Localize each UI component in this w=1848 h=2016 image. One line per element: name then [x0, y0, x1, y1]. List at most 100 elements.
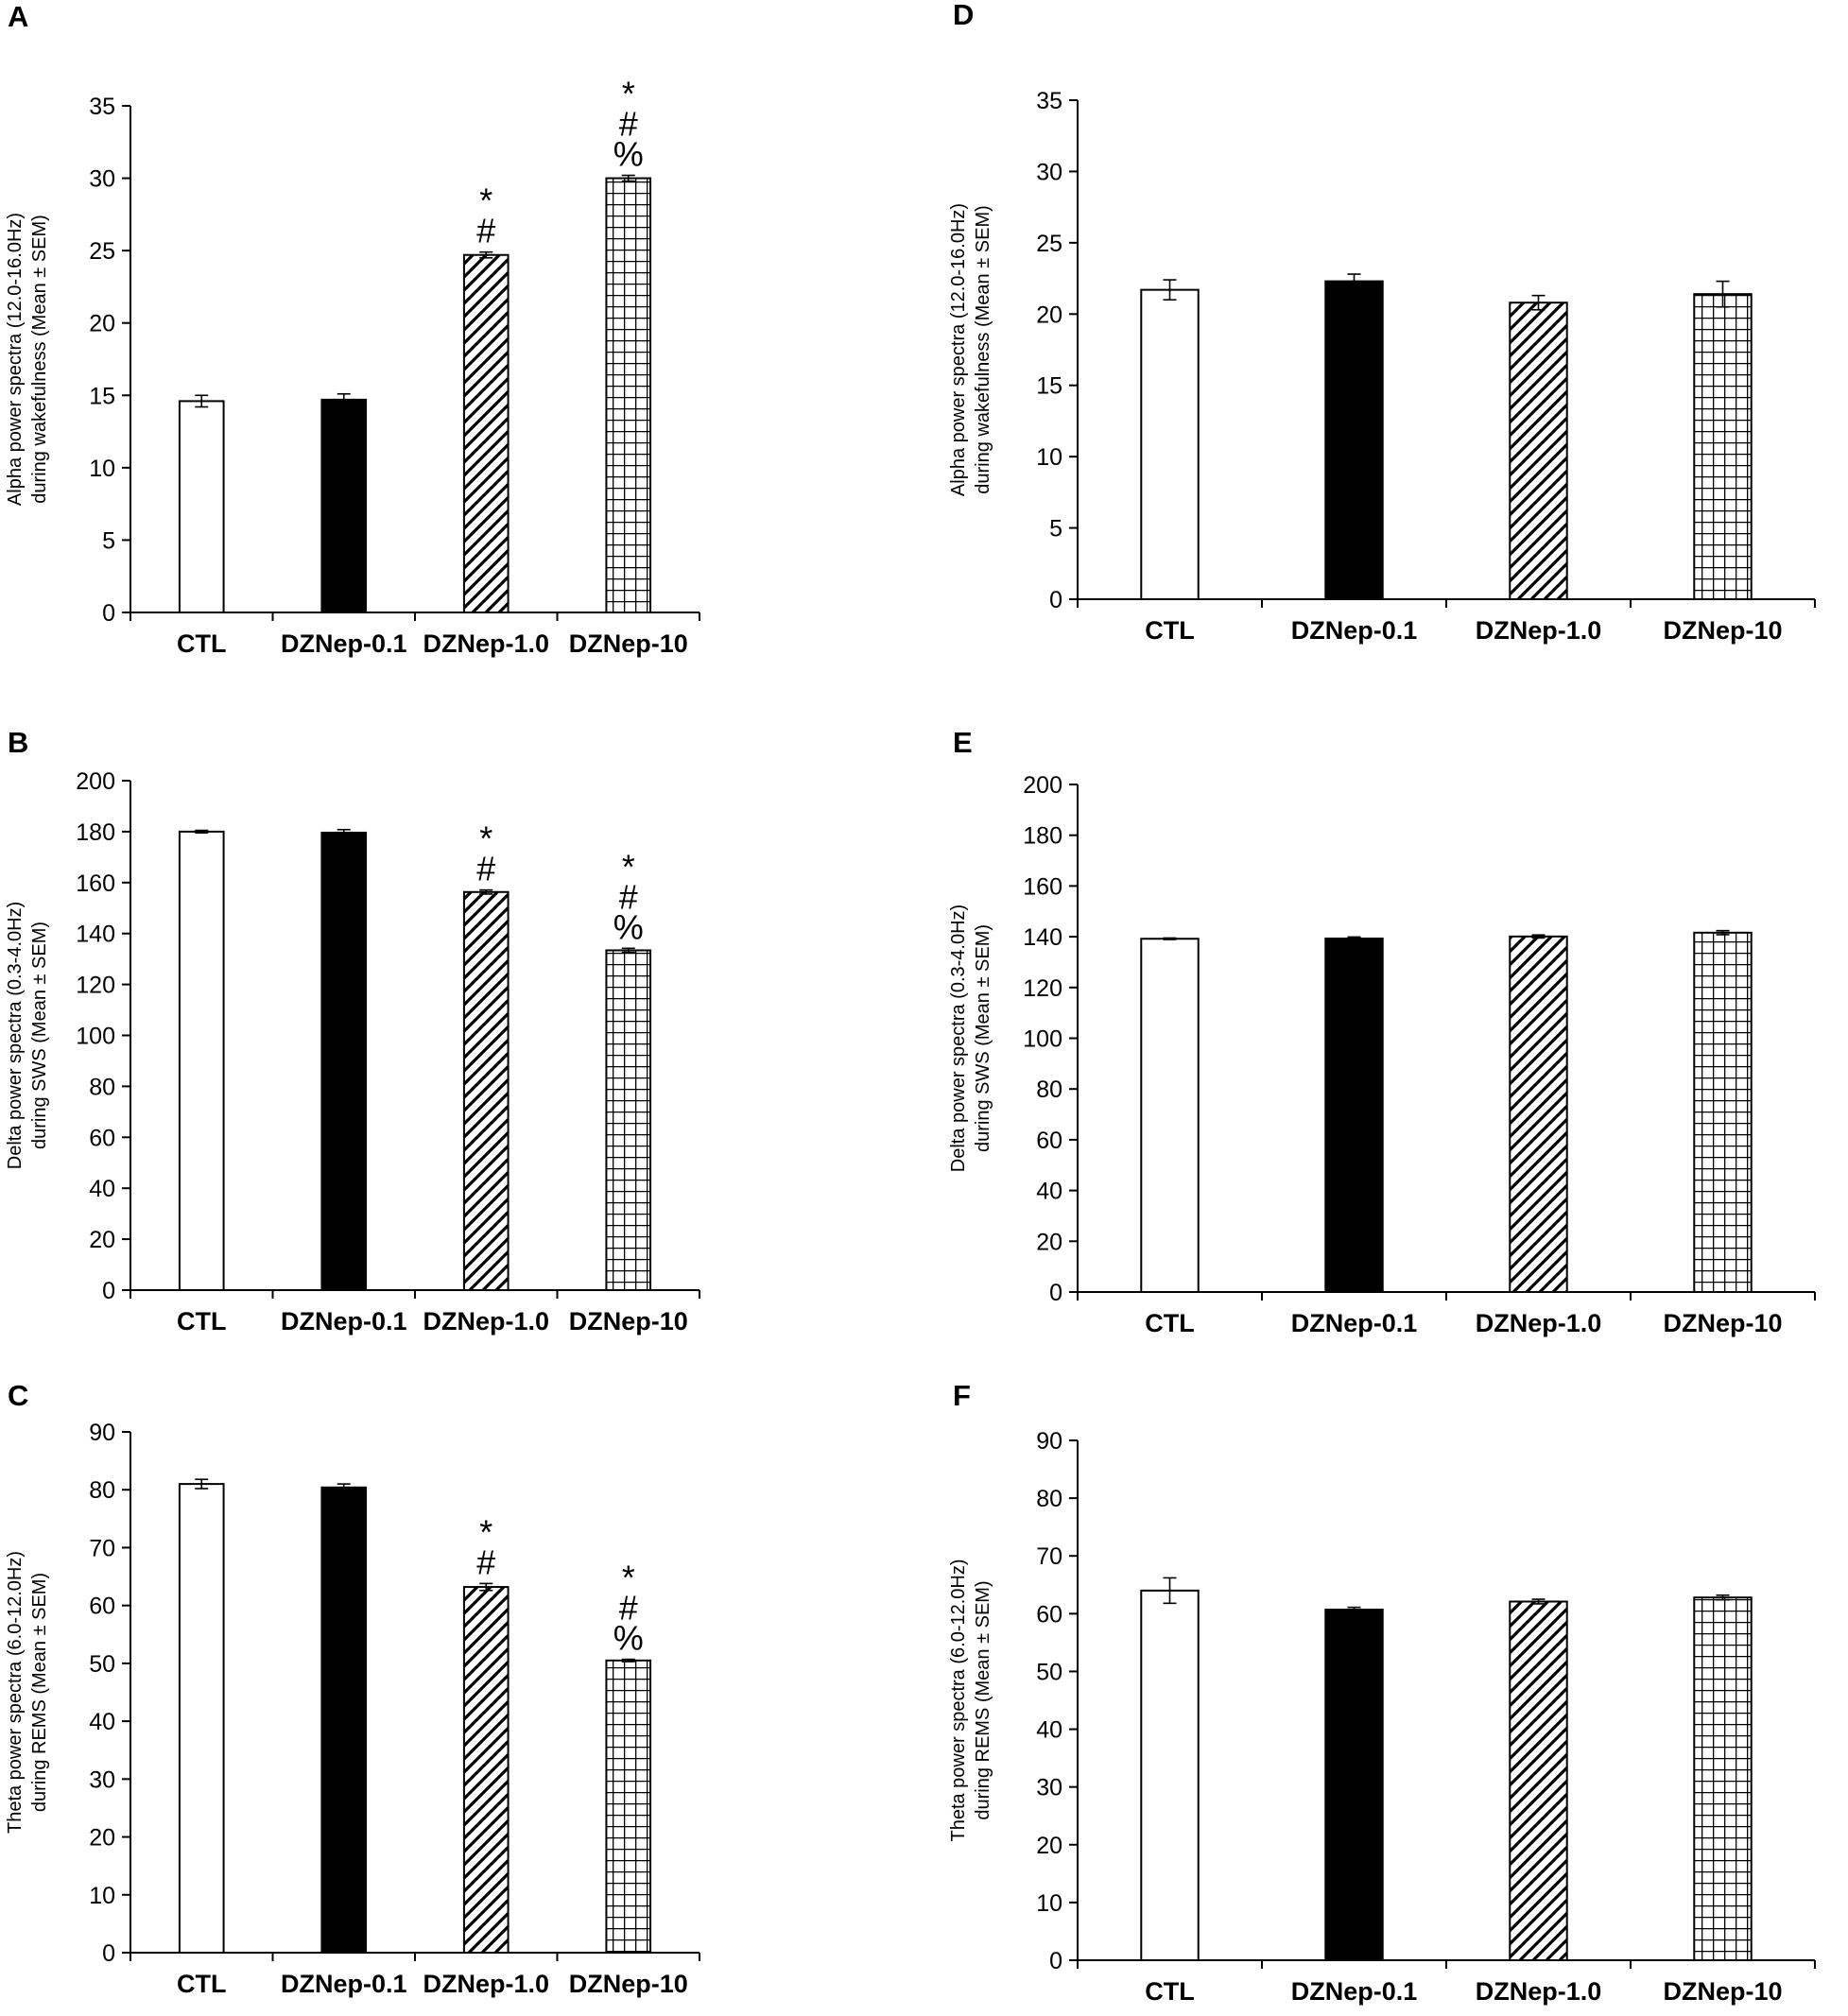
error-bar — [1531, 1598, 1546, 1605]
y-tick-label: 20 — [1036, 1229, 1062, 1255]
significance-mark: * — [479, 819, 492, 858]
bar-dznep-10 — [605, 1659, 652, 1954]
y-tick-label: 120 — [1023, 975, 1062, 1002]
significance-mark: * — [622, 847, 635, 886]
y-tick-label: 90 — [1036, 1428, 1062, 1455]
y-tick-label: 40 — [89, 1709, 115, 1735]
panel-letter: A — [8, 0, 28, 33]
error-bar — [1163, 279, 1177, 302]
error-bar — [195, 829, 209, 835]
y-tick-label: 50 — [89, 1651, 115, 1678]
bar-ctl — [178, 400, 225, 614]
panel-a: A Alpha power spectra (12.0-16.0Hz) during… — [5, 0, 700, 658]
y-tick-label: 30 — [89, 166, 115, 193]
y-axis-label: Theta power spectra (6.0-12.0Hz) — [5, 1551, 26, 1834]
y-tick-label: 80 — [89, 1074, 115, 1100]
y-tick-label: 60 — [89, 1594, 115, 1620]
significance-mark: # — [619, 105, 638, 144]
y-tick-label: 15 — [89, 383, 115, 409]
y-axis-label: Alpha power spectra (12.0-16.0Hz) — [948, 203, 969, 496]
x-category-label: DZNep-0.1 — [281, 1307, 407, 1335]
y-tick-label: 90 — [89, 1420, 115, 1446]
error-bar — [1716, 929, 1730, 936]
y-tick-label: 60 — [89, 1125, 115, 1151]
y-tick-label: 70 — [89, 1535, 115, 1561]
error-bar — [621, 1658, 635, 1663]
x-category-label: DZNep-10 — [569, 629, 688, 658]
x-category-label: DZNep-10 — [1663, 616, 1782, 645]
y-axis-label: during wakefulness (Mean ± SEM) — [973, 205, 993, 494]
significance-mark: % — [613, 135, 644, 174]
y-tick-label: 180 — [76, 819, 115, 846]
bar-dznep-0-1 — [1324, 937, 1384, 1293]
y-axis-label: Delta power spectra (0.3-4.0Hz) — [5, 902, 26, 1169]
y-axis-label: during REMS (Mean ± SEM) — [973, 1580, 993, 1819]
y-tick-label: 140 — [76, 922, 115, 948]
x-category-label: DZNep-1.0 — [423, 629, 549, 658]
error-bar — [1163, 937, 1177, 940]
error-bar — [479, 888, 493, 895]
y-tick-label: 100 — [1023, 1026, 1062, 1053]
y-axis-label: Theta power spectra (6.0-12.0Hz) — [948, 1559, 969, 1841]
y-tick-label: 60 — [1036, 1601, 1062, 1628]
bar-dznep-0-1 — [1324, 1609, 1384, 1961]
bar-dznep-1-0 — [462, 253, 509, 613]
bar-dznep-10 — [1693, 293, 1753, 600]
y-tick-label: 40 — [1036, 1717, 1062, 1744]
y-tick-label: 20 — [89, 1825, 115, 1852]
significance-mark: # — [619, 877, 638, 916]
y-tick-label: 20 — [1036, 302, 1062, 328]
y-axis-label: during SWS (Mean ± SEM) — [29, 922, 50, 1149]
x-category-label: DZNep-1.0 — [423, 1970, 549, 1998]
y-tick-label: 0 — [1049, 1948, 1062, 1974]
x-category-label: DZNep-10 — [569, 1307, 688, 1335]
x-category-label: DZNep-1.0 — [1476, 616, 1602, 645]
panel-letter: C — [8, 1379, 28, 1412]
y-axis-label: Alpha power spectra (12.0-16.0Hz) — [5, 213, 26, 506]
error-bar — [1531, 934, 1546, 939]
error-bar — [1531, 294, 1546, 311]
x-category-label: DZNep-0.1 — [1291, 1977, 1418, 2006]
y-tick-label: 50 — [1036, 1659, 1062, 1685]
y-tick-label: 80 — [1036, 1077, 1062, 1103]
bar-dznep-0-1 — [1324, 280, 1384, 600]
bar-dznep-0-1 — [320, 1486, 368, 1954]
panel-letter: D — [953, 0, 974, 31]
x-category-label: DZNep-1.0 — [423, 1307, 549, 1335]
y-tick-label: 100 — [76, 1024, 115, 1050]
y-tick-label: 60 — [1036, 1128, 1062, 1154]
x-category-label: CTL — [1145, 616, 1194, 645]
bar-dznep-1-0 — [462, 890, 509, 1291]
y-tick-label: 80 — [89, 1477, 115, 1504]
y-tick-label: 140 — [1023, 924, 1062, 951]
x-category-label: DZNep-0.1 — [281, 629, 407, 658]
x-category-label: DZNep-0.1 — [1291, 1309, 1418, 1337]
panel-c: C Theta power spectra (6.0-12.0Hz) during … — [5, 1379, 700, 1998]
significance-mark: * — [479, 1512, 492, 1551]
panel-f: F Theta power spectra (6.0-12.0Hz) during … — [948, 1379, 1816, 2006]
x-category-label: DZNep-10 — [1663, 1977, 1782, 2006]
y-tick-label: 10 — [89, 456, 115, 482]
error-bar — [195, 1478, 209, 1490]
y-tick-label: 0 — [1049, 587, 1062, 613]
y-tick-label: 0 — [102, 600, 115, 627]
error-bar — [337, 1483, 351, 1492]
significance-mark: # — [476, 1542, 495, 1581]
error-bar — [621, 947, 635, 954]
y-tick-label: 200 — [76, 768, 115, 795]
y-axis-label: during SWS (Mean ± SEM) — [973, 924, 993, 1152]
error-bar — [1163, 1577, 1177, 1605]
significance-mark: % — [613, 1619, 644, 1658]
bar-dznep-10 — [1693, 931, 1753, 1294]
y-tick-label: 0 — [102, 1278, 115, 1304]
y-tick-label: 80 — [1036, 1486, 1062, 1512]
y-tick-label: 20 — [89, 311, 115, 337]
x-category-label: DZNep-10 — [569, 1970, 688, 1998]
panel-letter: B — [8, 726, 28, 759]
significance-mark: * — [479, 181, 492, 220]
x-category-label: DZNep-1.0 — [1476, 1977, 1602, 2006]
x-category-label: DZNep-10 — [1663, 1309, 1782, 1337]
y-tick-label: 30 — [1036, 159, 1062, 185]
y-tick-label: 10 — [89, 1883, 115, 1909]
